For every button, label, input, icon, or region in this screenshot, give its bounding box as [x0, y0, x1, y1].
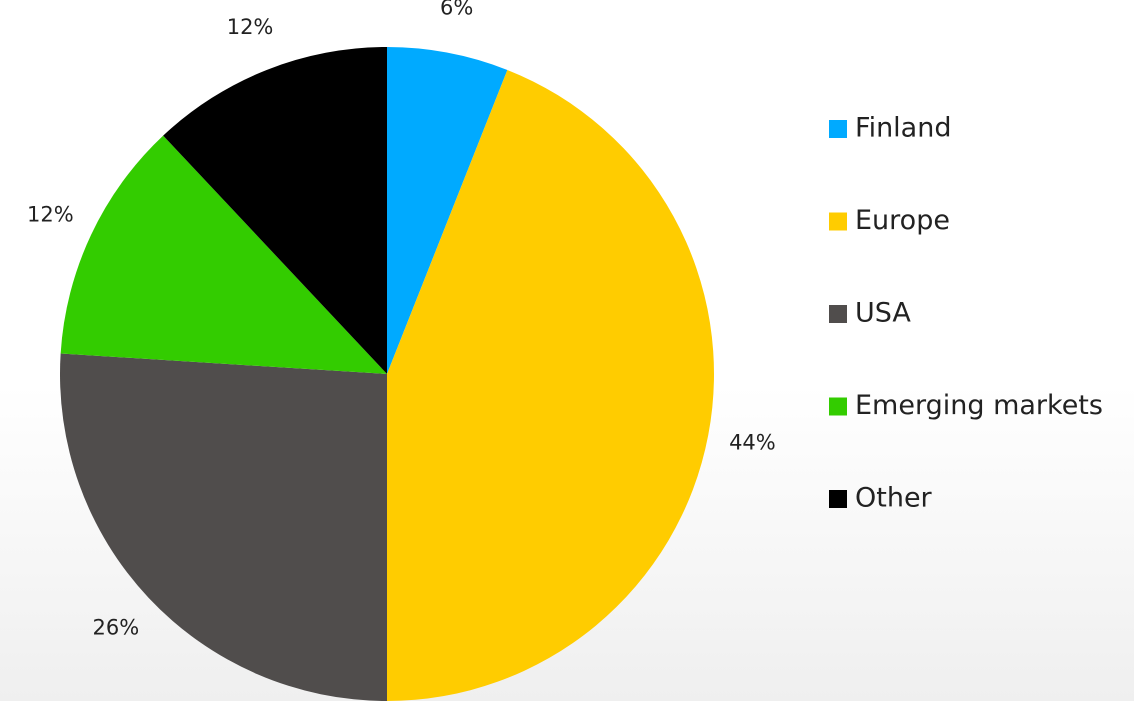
- data-label: 6%: [440, 0, 473, 20]
- legend-label: Emerging markets: [855, 390, 1103, 421]
- pie-slice: [59, 353, 387, 701]
- legend-label: Finland: [855, 113, 951, 144]
- pie-slice: [163, 47, 387, 374]
- legend-swatch: [829, 490, 847, 508]
- legend-swatch: [829, 305, 847, 323]
- data-label: 12%: [27, 203, 74, 227]
- data-label: 12%: [227, 15, 274, 39]
- legend-swatch: [829, 212, 847, 231]
- data-label: 44%: [729, 431, 776, 455]
- pie-slice: [60, 135, 387, 374]
- legend-label: Other: [855, 483, 933, 514]
- legend-label: USA: [855, 298, 911, 329]
- legend-swatch: [829, 120, 847, 138]
- legend-swatch: [829, 397, 847, 416]
- data-label: 26%: [92, 616, 139, 640]
- pie-slice: [387, 69, 714, 701]
- legend-label: Europe: [855, 205, 950, 236]
- pie-slice: [387, 47, 508, 374]
